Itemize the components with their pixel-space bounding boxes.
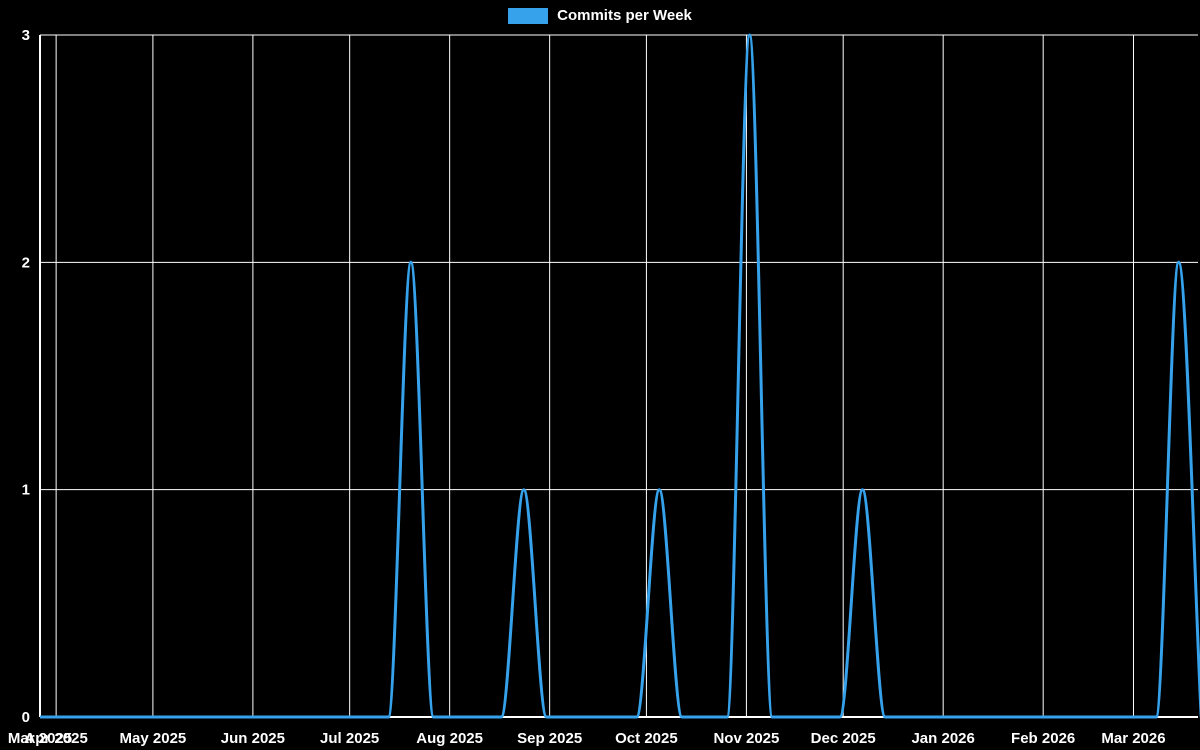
- x-tick-label: Sep 2025: [517, 730, 582, 747]
- x-tick-label: Dec 2025: [811, 730, 876, 747]
- x-tick-label: Feb 2026: [1011, 730, 1075, 747]
- x-tick-label: Aug 2025: [416, 730, 483, 747]
- y-tick-label: 3: [22, 27, 30, 44]
- x-tick-label: May 2025: [120, 730, 187, 747]
- y-tick-label: 1: [22, 482, 30, 499]
- x-tick-label: Jun 2025: [221, 730, 285, 747]
- x-tick-label: Nov 2025: [713, 730, 779, 747]
- legend-label: Commits per Week: [557, 7, 692, 24]
- y-tick-label: 2: [22, 254, 30, 271]
- x-tick-label: Jan 2026: [911, 730, 974, 747]
- x-tick-label: Apr 2025: [24, 730, 87, 747]
- chart-legend[interactable]: Commits per Week: [0, 8, 1200, 24]
- x-tick-label: Mar 2026: [1101, 730, 1165, 747]
- x-tick-label: Mar 2025: [8, 730, 72, 747]
- legend-swatch: [508, 8, 549, 24]
- x-tick-label: Jul 2025: [320, 730, 379, 747]
- commits-line: [40, 33, 1200, 719]
- y-tick-label: 0: [22, 709, 30, 726]
- x-tick-label: Oct 2025: [615, 730, 678, 747]
